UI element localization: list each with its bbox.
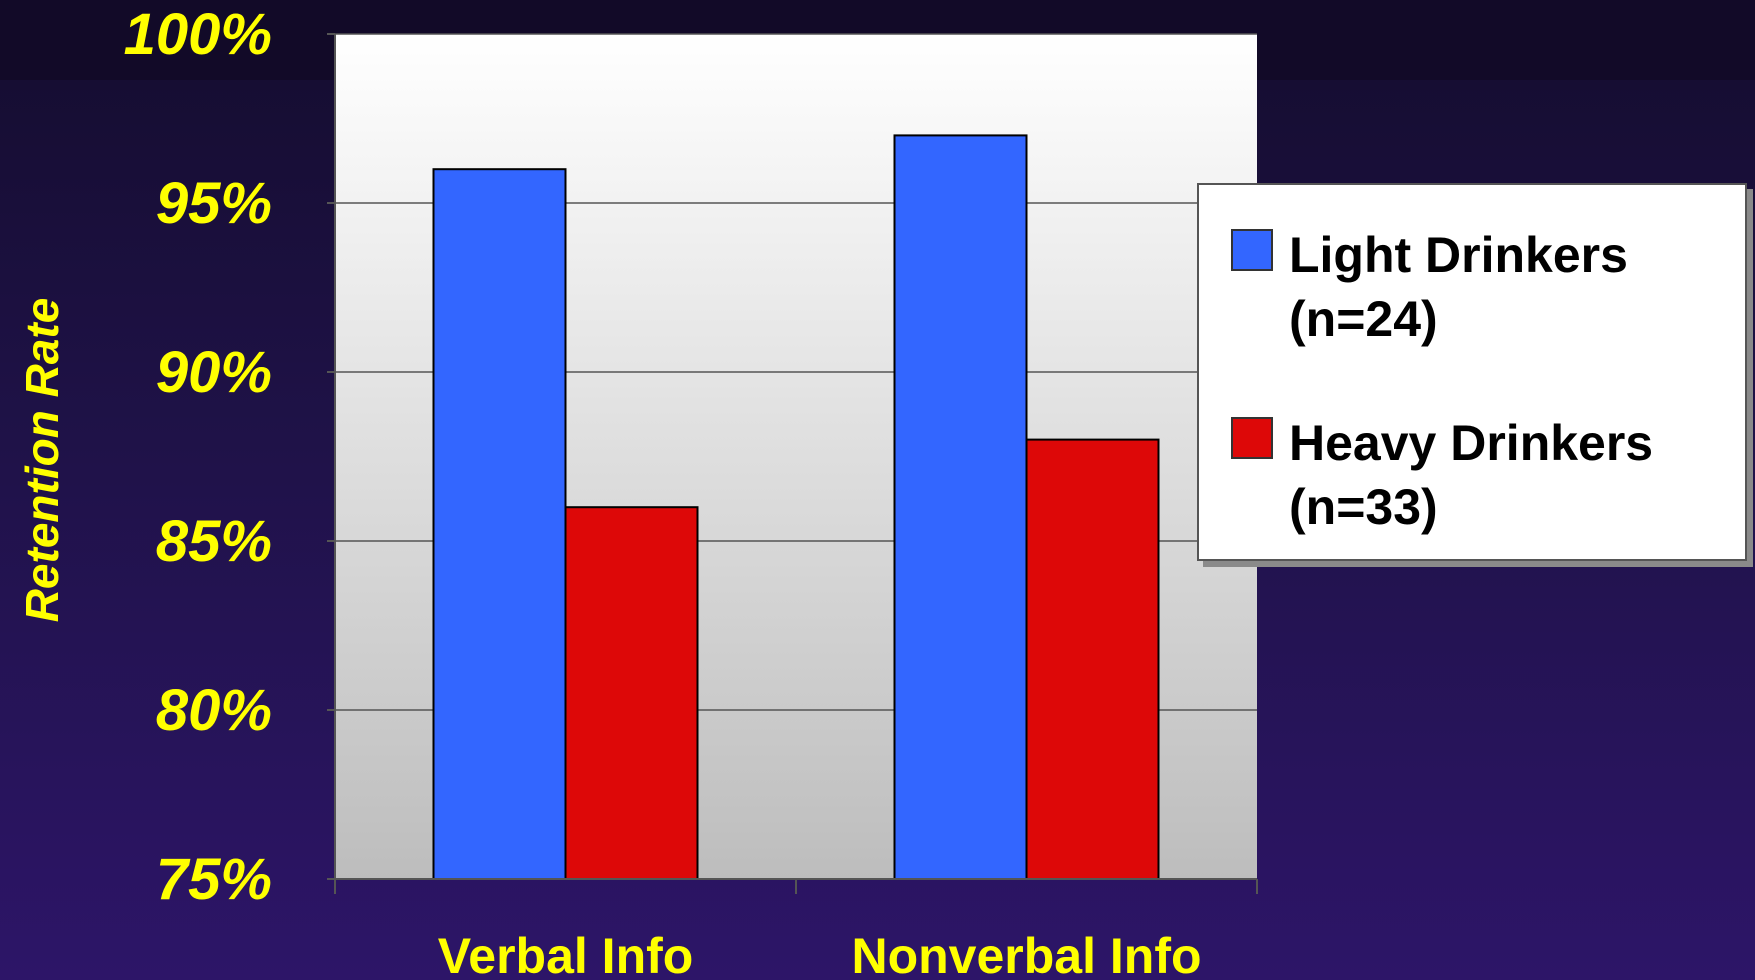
x-tick-labels: Verbal Info Nonverbal Info [438,928,1202,980]
y-tick-label: 100% [124,2,272,67]
legend-label-heavy-line1: Heavy Drinkers [1289,415,1654,471]
y-tick-label: 95% [156,171,272,236]
x-tick-label: Nonverbal Info [851,928,1201,980]
y-tick-label: 85% [156,509,272,574]
y-axis-label: Retention Rate [16,298,68,623]
axes [327,33,1258,894]
legend-label-light-drinkers: Light Drinkers (n=24) [1289,223,1729,351]
legend-label-heavy-drinkers: Heavy Drinkers (n=33) [1289,411,1729,539]
legend-label-light-line2: (n=24) [1289,291,1438,347]
legend: Light Drinkers (n=24) Heavy Drinkers (n=… [1197,183,1747,561]
legend-swatch-heavy-drinkers [1231,417,1273,459]
bar-verbal-info-light [432,168,567,880]
legend-swatch-light-drinkers [1231,229,1273,271]
bar-nonverbal-info-light [893,134,1028,880]
bar-nonverbal-info-heavy [1025,438,1160,880]
x-tick-label: Verbal Info [438,928,694,980]
legend-item-heavy-drinkers: Heavy Drinkers (n=33) [1231,411,1729,539]
legend-label-light-line1: Light Drinkers [1289,227,1628,283]
y-tick-label: 75% [156,847,272,912]
bar-verbal-info-heavy [564,506,699,880]
bars [432,134,1160,880]
legend-label-heavy-line2: (n=33) [1289,479,1438,535]
y-tick-label: 90% [156,340,272,405]
legend-item-light-drinkers: Light Drinkers (n=24) [1231,223,1729,351]
y-tick-labels: 75% 80% 85% 90% 95% 100% [124,2,272,912]
y-tick-label: 80% [156,678,272,743]
